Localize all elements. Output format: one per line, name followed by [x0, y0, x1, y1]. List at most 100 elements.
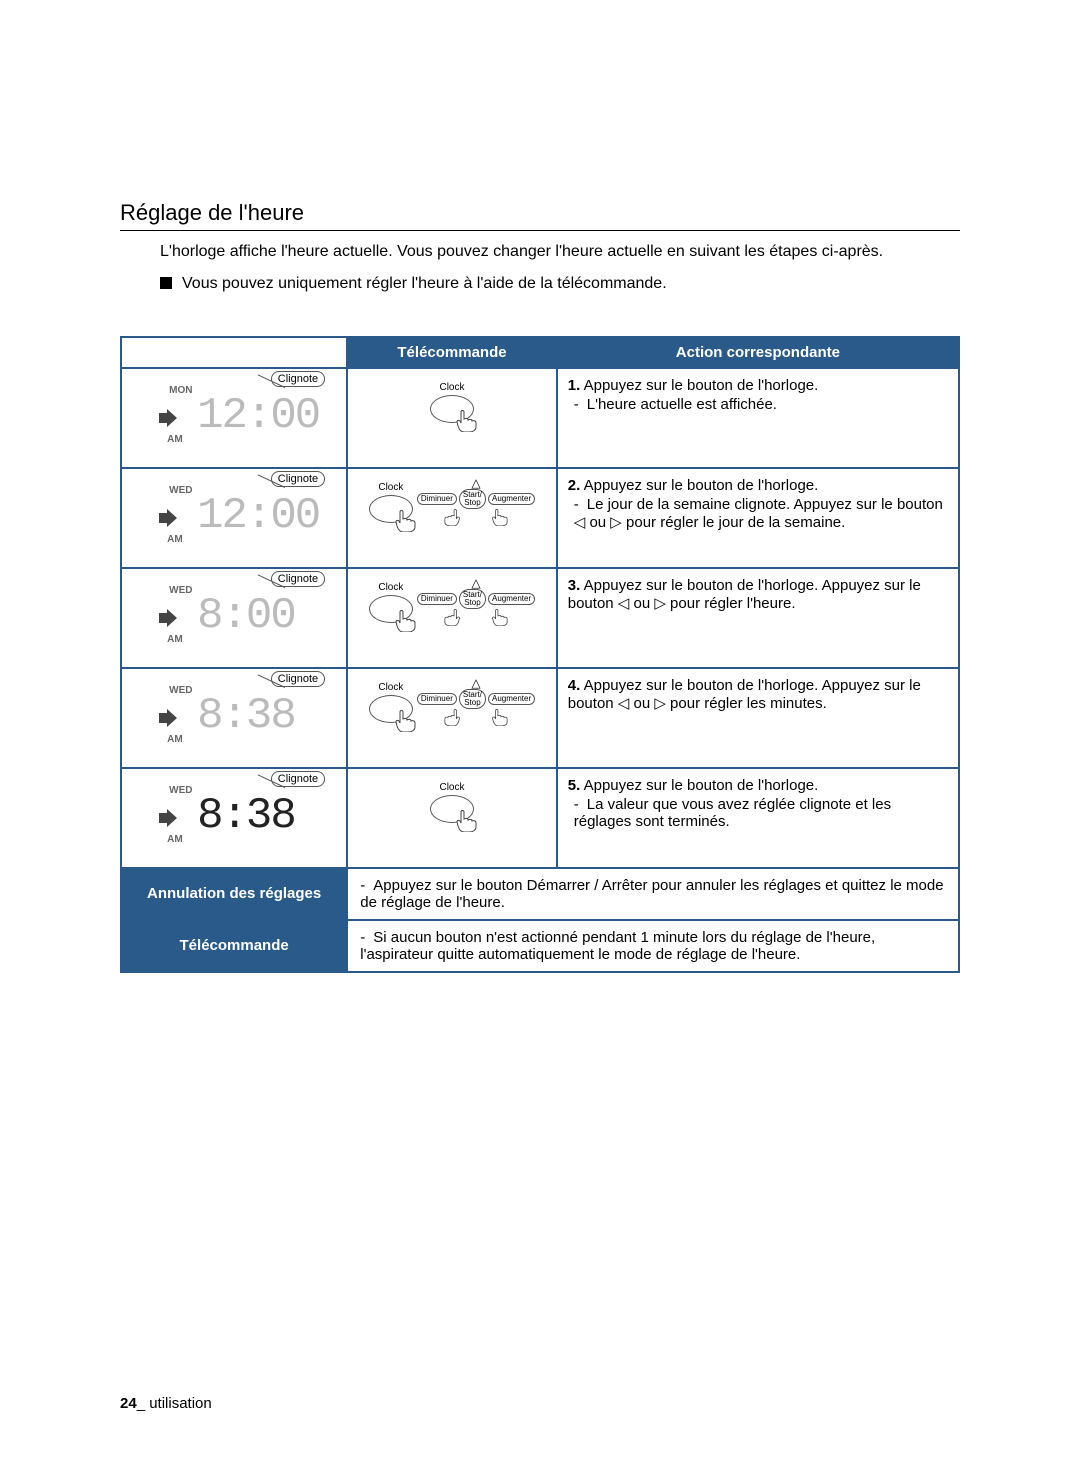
finger-icon: [394, 510, 420, 532]
display-day: WED: [169, 785, 192, 796]
display-day: MON: [169, 385, 192, 396]
clock-button: [430, 795, 474, 823]
bullet-square-icon: [160, 277, 172, 289]
left-hand-icon: [441, 709, 461, 727]
decrease-button: Diminuer: [417, 493, 457, 505]
action-cell: 1. Appuyez sur le bouton de l'horloge. L…: [557, 368, 959, 468]
action-cell: 4. Appuyez sur le bouton de l'horloge. A…: [557, 668, 959, 768]
finger-icon: [441, 609, 461, 626]
note-row: Vous pouvez uniquement régler l'heure à …: [160, 273, 960, 295]
increase-button: Augmenter: [488, 693, 535, 705]
action-cell-content: 3. Appuyez sur le bouton de l'horloge. A…: [568, 577, 948, 612]
table-row: Clignote WED AM 8:38 Clock △ Diminuer St…: [121, 668, 959, 768]
action-cell: 3. Appuyez sur le bouton de l'horloge. A…: [557, 568, 959, 668]
table-row: Annulation des réglages Appuyez sur le b…: [121, 868, 959, 920]
display-ampm: AM: [167, 834, 183, 845]
speaker-icon: [159, 611, 181, 625]
clock-button-label: Clock: [439, 382, 464, 393]
finger-icon: [394, 710, 420, 732]
up-triangle-icon: △: [471, 577, 480, 589]
action-step: 5. Appuyez sur le bouton de l'horloge.: [568, 777, 948, 794]
finger-icon: [441, 509, 461, 526]
blank-header-cell: [121, 337, 347, 368]
intro-text: L'horloge affiche l'heure actuelle. Vous…: [160, 241, 960, 263]
intro-block: L'horloge affiche l'heure actuelle. Vous…: [120, 241, 960, 296]
speaker-icon: [159, 811, 181, 825]
remote-illustration: Clock △ Diminuer Start/ Stop Augmenter: [369, 477, 535, 527]
remote-illustration: Clock: [430, 782, 474, 823]
remote-illustration: Clock △ Diminuer Start/ Stop Augmenter: [369, 677, 535, 727]
decrease-button: Diminuer: [417, 693, 457, 705]
lcd-display: Clignote WED AM 8:38: [149, 781, 319, 851]
section-heading: Réglage de l'heure: [120, 200, 960, 231]
table-row: Clignote WED AM 8:38 Clock 5. Appuyez su…: [121, 768, 959, 868]
up-triangle-icon: △: [471, 677, 480, 689]
row-label-cell: Télécommande: [121, 920, 347, 972]
remote-center-stack: △ Diminuer Start/ Stop Augmenter: [417, 577, 535, 627]
action-sublist: Le jour de la semaine clignote. Appuyez …: [568, 496, 948, 531]
row-label-cell: Annulation des réglages: [121, 868, 347, 920]
remote-cell: Clock △ Diminuer Start/ Stop Augmenter: [347, 568, 557, 668]
clock-button-group: Clock: [369, 582, 413, 623]
table-row: Clignote MON AM 12:00 Clock 1. Appuyez s…: [121, 368, 959, 468]
remote-illustration: Clock: [430, 382, 474, 423]
merged-text: Si aucun bouton n'est actionné pendant 1…: [360, 929, 948, 963]
display-cell: Clignote WED AM 12:00: [121, 468, 347, 568]
clock-button: [369, 595, 413, 623]
remote-center-stack: △ Diminuer Start/ Stop Augmenter: [417, 677, 535, 727]
display-cell: Clignote WED AM 8:00: [121, 568, 347, 668]
speaker-icon: [159, 711, 181, 725]
merged-text-cell: Appuyez sur le bouton Démarrer / Arrêter…: [347, 868, 959, 920]
finger-icon: [491, 709, 511, 726]
finger-icon: [441, 709, 461, 726]
remote-cell: Clock △ Diminuer Start/ Stop Augmenter: [347, 468, 557, 568]
finger-icon: [455, 410, 481, 432]
action-sublist: L'heure actuelle est affichée.: [568, 396, 948, 413]
display-time: 8:38: [197, 791, 295, 841]
action-subitem: La valeur que vous avez réglée clignote …: [574, 796, 948, 830]
display-time: 8:00: [197, 591, 295, 641]
clock-button-label: Clock: [378, 582, 403, 593]
clock-button: [430, 395, 474, 423]
display-time: 8:38: [197, 691, 295, 741]
finger-icon: [491, 509, 511, 526]
increase-button: Augmenter: [488, 493, 535, 505]
table-row: Télécommande Si aucun bouton n'est actio…: [121, 920, 959, 972]
note-text: Vous pouvez uniquement régler l'heure à …: [182, 273, 667, 295]
footer-page-number: 24: [120, 1395, 137, 1412]
right-hand-icon: [491, 709, 511, 727]
display-ampm: AM: [167, 734, 183, 745]
header-remote: Télécommande: [347, 337, 557, 368]
display-cell: Clignote WED AM 8:38: [121, 768, 347, 868]
action-step: 3. Appuyez sur le bouton de l'horloge. A…: [568, 577, 948, 612]
display-ampm: AM: [167, 434, 183, 445]
page-content: Réglage de l'heure L'horloge affiche l'h…: [0, 0, 1080, 973]
merged-text-cell: Si aucun bouton n'est actionné pendant 1…: [347, 920, 959, 972]
action-cell-content: 2. Appuyez sur le bouton de l'horloge. L…: [568, 477, 948, 531]
table-row: Clignote WED AM 12:00 Clock △ Diminuer S…: [121, 468, 959, 568]
lcd-display: Clignote WED AM 8:00: [149, 581, 319, 651]
remote-center-stack: △ Diminuer Start/ Stop Augmenter: [417, 477, 535, 527]
clock-button: [369, 695, 413, 723]
clock-button-group: Clock: [369, 682, 413, 723]
right-hand-icon: [491, 509, 511, 527]
action-step: 2. Appuyez sur le bouton de l'horloge.: [568, 477, 948, 494]
finger-icon: [455, 810, 481, 832]
right-hand-icon: [491, 609, 511, 627]
action-step: 4. Appuyez sur le bouton de l'horloge. A…: [568, 677, 948, 712]
table-row: Clignote WED AM 8:00 Clock △ Diminuer St…: [121, 568, 959, 668]
remote-cell: Clock △ Diminuer Start/ Stop Augmenter: [347, 668, 557, 768]
increase-button: Augmenter: [488, 593, 535, 605]
display-ampm: AM: [167, 534, 183, 545]
display-time: 12:00: [197, 391, 319, 441]
remote-cell: Clock: [347, 768, 557, 868]
lcd-display: Clignote WED AM 8:38: [149, 681, 319, 751]
action-cell: 2. Appuyez sur le bouton de l'horloge. L…: [557, 468, 959, 568]
clock-button-group: Clock: [369, 482, 413, 523]
clock-button: [369, 495, 413, 523]
footer-section: _ utilisation: [137, 1395, 212, 1412]
action-subitem: Le jour de la semaine clignote. Appuyez …: [574, 496, 948, 531]
clock-button-label: Clock: [378, 682, 403, 693]
display-day: WED: [169, 685, 192, 696]
table-header-row: Télécommande Action correspondante: [121, 337, 959, 368]
